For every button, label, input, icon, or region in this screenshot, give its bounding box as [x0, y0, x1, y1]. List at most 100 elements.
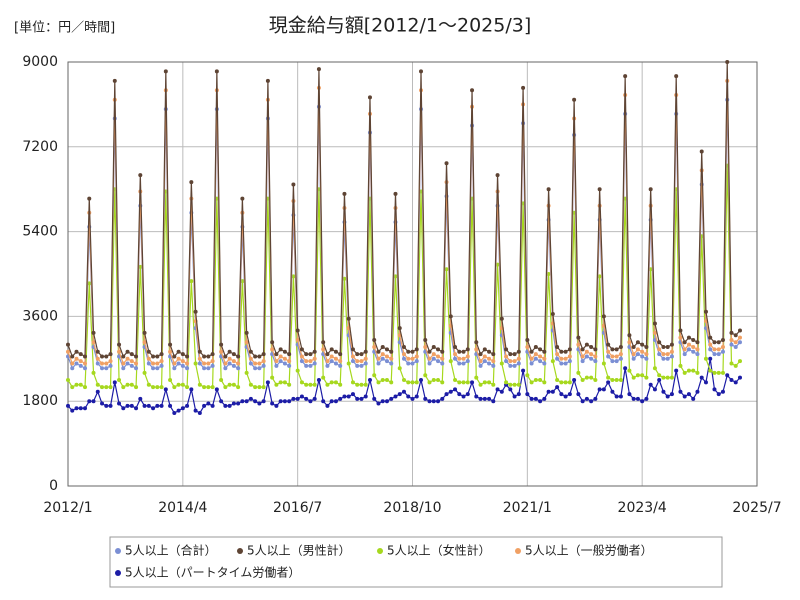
- data-point: [180, 406, 185, 411]
- data-point: [474, 375, 479, 380]
- data-point: [270, 347, 275, 352]
- data-point: [487, 380, 492, 385]
- data-point: [640, 399, 645, 404]
- data-point: [504, 354, 509, 359]
- data-point: [589, 352, 594, 357]
- data-point: [359, 352, 364, 357]
- data-point: [231, 359, 236, 364]
- data-point: [669, 375, 674, 380]
- data-point: [193, 309, 198, 314]
- data-point: [202, 366, 207, 371]
- data-point: [657, 340, 662, 345]
- data-point: [665, 352, 670, 357]
- data-point: [206, 385, 211, 390]
- data-point: [295, 337, 300, 342]
- data-point: [525, 392, 530, 397]
- data-point: [665, 356, 670, 361]
- data-point: [299, 359, 304, 364]
- data-point: [176, 382, 181, 387]
- data-point: [367, 95, 372, 100]
- data-point: [129, 382, 134, 387]
- data-point: [512, 359, 517, 364]
- data-point: [529, 361, 534, 366]
- data-point: [227, 403, 232, 408]
- data-point: [559, 356, 564, 361]
- data-point: [253, 366, 258, 371]
- data-point: [703, 309, 708, 314]
- data-point: [423, 345, 428, 350]
- data-point: [623, 366, 628, 371]
- data-point: [414, 347, 419, 352]
- data-point: [155, 385, 160, 390]
- data-point: [618, 352, 623, 357]
- data-point: [618, 378, 623, 382]
- data-point: [227, 349, 232, 354]
- data-point: [210, 385, 215, 390]
- data-point: [597, 187, 602, 192]
- data-point: [384, 347, 389, 352]
- data-point: [550, 389, 555, 394]
- data-point: [440, 380, 445, 385]
- data-point: [363, 356, 368, 361]
- data-point: [146, 349, 151, 354]
- data-point: [108, 359, 113, 364]
- data-point: [210, 359, 215, 364]
- data-point: [100, 361, 105, 366]
- data-point: [108, 363, 113, 368]
- data-point: [265, 380, 270, 385]
- x-tick-label: 2012/1: [43, 500, 92, 516]
- data-point: [614, 347, 619, 352]
- data-point: [635, 373, 640, 378]
- data-point: [325, 403, 330, 408]
- data-point: [223, 403, 228, 408]
- data-point: [146, 403, 151, 408]
- data-point: [142, 340, 147, 345]
- data-point: [431, 399, 436, 404]
- data-point: [236, 401, 241, 406]
- data-point: [516, 382, 521, 387]
- data-point: [682, 340, 687, 345]
- data-point: [325, 352, 330, 357]
- data-point: [125, 349, 130, 354]
- data-point: [70, 366, 75, 371]
- data-point: [248, 361, 253, 366]
- data-point: [504, 347, 509, 352]
- data-point: [542, 396, 547, 401]
- data-point: [274, 359, 279, 364]
- data-point: [180, 352, 185, 357]
- data-point: [618, 356, 623, 361]
- data-point: [333, 399, 338, 404]
- data-point: [270, 375, 275, 380]
- data-point: [482, 380, 487, 385]
- data-point: [261, 352, 266, 357]
- x-tick-label: 2014/4: [158, 500, 207, 516]
- data-point: [563, 349, 568, 354]
- data-point: [427, 380, 432, 385]
- data-point: [95, 356, 100, 361]
- data-point: [487, 349, 492, 354]
- data-point: [210, 352, 215, 357]
- data-point: [737, 359, 742, 364]
- data-point: [457, 380, 462, 385]
- data-point: [261, 399, 266, 404]
- data-point: [244, 399, 249, 404]
- data-point: [380, 356, 385, 361]
- data-point: [138, 396, 143, 401]
- data-point: [316, 378, 321, 382]
- data-point: [117, 401, 122, 406]
- data-point: [542, 361, 547, 366]
- data-point: [525, 345, 530, 350]
- data-point: [308, 352, 313, 357]
- data-point: [470, 88, 475, 93]
- data-point: [363, 382, 368, 387]
- data-point: [410, 349, 415, 354]
- data-point: [202, 385, 207, 390]
- data-point: [644, 345, 649, 350]
- data-point: [78, 363, 83, 368]
- data-point: [350, 354, 355, 359]
- data-point: [359, 359, 364, 364]
- data-point: [652, 366, 657, 371]
- data-point: [70, 361, 75, 366]
- data-point: [674, 74, 679, 79]
- data-point: [678, 363, 683, 368]
